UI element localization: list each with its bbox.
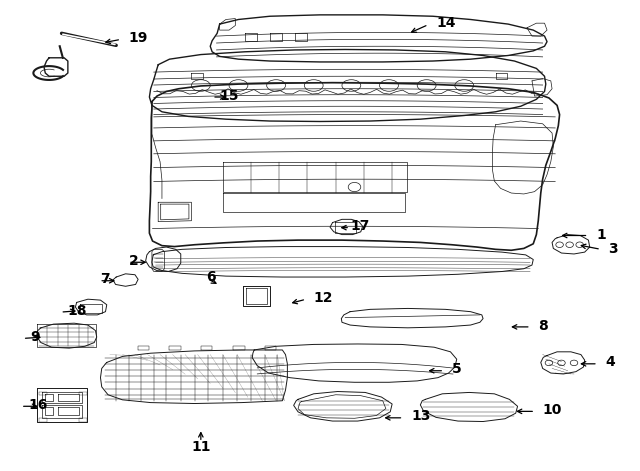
Text: 4: 4 <box>605 356 615 369</box>
Text: 15: 15 <box>220 89 239 103</box>
Text: 18: 18 <box>68 304 88 318</box>
Text: 3: 3 <box>609 243 618 256</box>
Text: 6: 6 <box>206 270 216 284</box>
Text: 10: 10 <box>543 403 562 417</box>
Text: 14: 14 <box>436 16 456 30</box>
Text: 8: 8 <box>538 318 548 333</box>
Text: 17: 17 <box>350 219 369 233</box>
Text: 1: 1 <box>596 228 605 243</box>
Text: 11: 11 <box>191 440 211 454</box>
Text: 19: 19 <box>129 31 148 45</box>
Text: 7: 7 <box>100 272 110 286</box>
Text: 16: 16 <box>28 398 48 413</box>
Text: 13: 13 <box>411 409 430 423</box>
Text: 2: 2 <box>129 254 139 268</box>
Text: 12: 12 <box>314 291 333 305</box>
Text: 9: 9 <box>30 330 40 344</box>
Text: 5: 5 <box>452 362 461 376</box>
